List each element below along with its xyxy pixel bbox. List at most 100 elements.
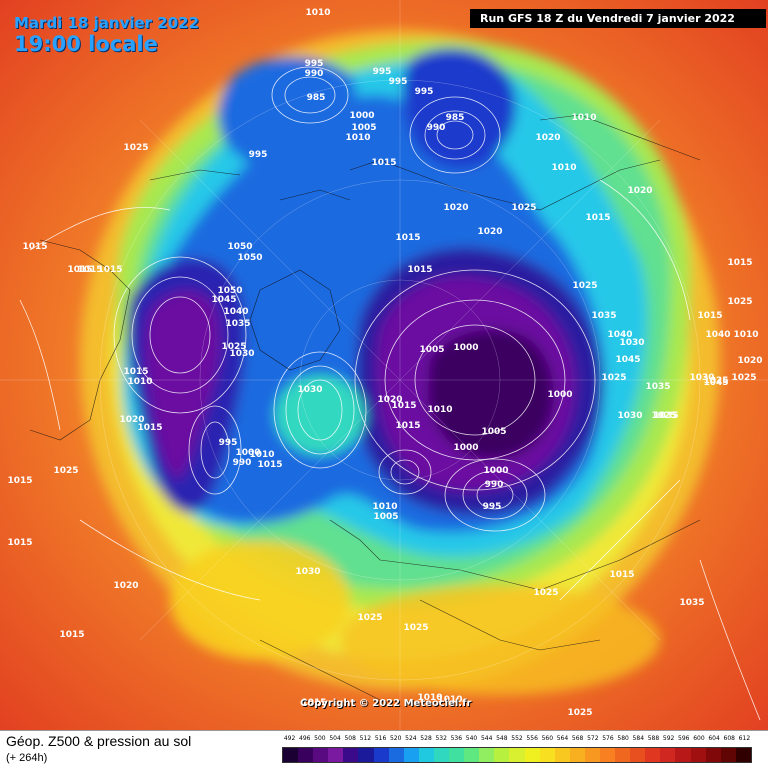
isobar-value-label: 1025 xyxy=(123,143,148,153)
color-scale-label: 524 xyxy=(405,735,417,742)
color-scale-swatch xyxy=(418,748,434,762)
isobar-value-label: 1025 xyxy=(731,373,756,383)
color-scale-swatch xyxy=(645,748,661,762)
isobar-value-label: 1010 xyxy=(127,377,152,387)
isobar-value-label: 1025 xyxy=(651,411,676,421)
color-scale-label: 528 xyxy=(420,735,432,742)
color-scale-swatch xyxy=(298,748,314,762)
model-run-info: Run GFS 18 Z du Vendredi 7 janvier 2022 xyxy=(470,9,766,28)
color-scale-swatch xyxy=(464,748,480,762)
color-scale-label: 496 xyxy=(299,735,311,742)
isobar-value-label: 1015 xyxy=(123,367,148,377)
color-scale-label: 520 xyxy=(389,735,402,742)
isobar-value-label: 1035 xyxy=(679,598,704,608)
color-scale-label: 596 xyxy=(678,735,690,742)
isobar-value-label: 1050 xyxy=(237,253,262,263)
color-scale-swatch xyxy=(313,748,329,762)
isobar-value-label: 1035 xyxy=(653,411,678,421)
color-scale-swatch xyxy=(675,748,691,762)
isobar-value-label: 1030 xyxy=(617,411,642,421)
isobar-value-label: 1015 xyxy=(371,158,396,168)
isobar-value-label: 985 xyxy=(307,93,326,103)
color-scale-bar xyxy=(282,747,752,763)
isobar-value-label: 1025 xyxy=(533,588,558,598)
isobar-value-label: 1000 xyxy=(235,448,260,458)
color-scale-label: 600 xyxy=(693,735,705,742)
isobar-value-label: 990 xyxy=(427,123,446,133)
isobar-value-label: 1015 xyxy=(77,265,102,275)
color-scale-label: 500 xyxy=(314,735,326,742)
color-scale-swatch xyxy=(705,748,721,762)
isobar-value-label: 1025 xyxy=(703,376,728,386)
isobar-value-label: 1040 xyxy=(705,330,730,340)
color-scale-label: 576 xyxy=(602,735,614,742)
isobar-value-label: 1020 xyxy=(377,395,402,405)
forecast-range: (+ 264h) xyxy=(6,752,48,764)
color-scale-label: 604 xyxy=(708,735,720,742)
isobar-value-label: 990 xyxy=(305,69,324,79)
color-scale-label: 552 xyxy=(511,735,523,742)
isobar-value-label: 1025 xyxy=(572,281,597,291)
color-scale-label: 592 xyxy=(662,735,675,742)
isobar-value-label: 1010 xyxy=(551,163,576,173)
isobar-value-label: 1000 xyxy=(547,390,572,400)
color-scale-swatch xyxy=(449,748,465,762)
isobar-value-label: 1015 xyxy=(395,421,420,431)
isobar-value-label: 1000 xyxy=(483,466,508,476)
isobar-value-label: 995 xyxy=(219,438,238,448)
legend-footer: Géop. Z500 & pression au sol (+ 264h) 49… xyxy=(0,730,768,769)
isobar-value-label: 1015 xyxy=(585,213,610,223)
color-scale-swatch xyxy=(509,748,525,762)
isobar-value-label: 1010 xyxy=(437,695,462,705)
isobar-lines xyxy=(19,66,761,721)
color-scale-swatch xyxy=(539,748,555,762)
isobar-value-label: 1015 xyxy=(97,265,122,275)
color-scale-label: 540 xyxy=(465,735,478,742)
color-scale-swatch xyxy=(615,748,631,762)
color-scale-label: 536 xyxy=(450,735,463,742)
color-scale-swatch xyxy=(690,748,706,762)
isobar-value-label: 1020 xyxy=(119,415,144,425)
isobar-value-label: 1020 xyxy=(737,356,762,366)
color-scale-label: 556 xyxy=(526,735,538,742)
isobar-value-label: 1020 xyxy=(477,227,502,237)
isobar-value-label: 1015 xyxy=(301,698,326,708)
isobar-value-label: 1050 xyxy=(217,286,242,296)
isobar-value-label: 1000 xyxy=(453,343,478,353)
isobar-value-label: 1030 xyxy=(619,338,644,348)
isobar-value-label: 985 xyxy=(446,113,465,123)
color-scale-label: 516 xyxy=(374,735,387,742)
isobar-value-label: 995 xyxy=(373,67,392,77)
color-scale-label: 504 xyxy=(329,735,341,742)
color-scale-swatch xyxy=(720,748,736,762)
color-scale-swatch xyxy=(433,748,450,762)
isobar-value-label: 1040 xyxy=(223,307,248,317)
coastlines xyxy=(29,114,701,701)
forecast-date: Mardi 18 janvier 2022 xyxy=(14,14,200,32)
isobar-value-label: 1025 xyxy=(601,373,626,383)
isobar-value-label: 1030 xyxy=(229,349,254,359)
isobar-value-label: 995 xyxy=(483,502,502,512)
isobar-value-label: 1005 xyxy=(419,345,444,355)
copyright-text: Copyright © 2022 Meteociel.fr xyxy=(300,698,472,709)
color-scale-label: 584 xyxy=(632,735,645,742)
isobar-value-label: 1030 xyxy=(689,373,714,383)
isobar-value-label: 1020 xyxy=(535,133,560,143)
isobar-value-label: 1035 xyxy=(225,319,250,329)
isobar-value-label: 1010 xyxy=(571,113,596,123)
isobar-value-label: 1025 xyxy=(567,708,592,718)
color-scale-label: 544 xyxy=(480,735,493,742)
isobar-value-label: 1010 xyxy=(372,502,397,512)
color-scale-label: 492 xyxy=(283,735,296,742)
isobar-value-label: 995 xyxy=(249,150,268,160)
color-scale-swatch xyxy=(328,748,344,762)
isobar-value-label: 1015 xyxy=(257,460,282,470)
isobar-value-label: 1015 xyxy=(7,538,32,548)
isobar-value-label: 1010 xyxy=(345,133,370,143)
color-scale-label: 560 xyxy=(541,735,554,742)
color-scale-label: 588 xyxy=(647,735,660,742)
isobar-value-label: 1035 xyxy=(591,311,616,321)
isobar-value-label: 1010 xyxy=(733,330,758,340)
